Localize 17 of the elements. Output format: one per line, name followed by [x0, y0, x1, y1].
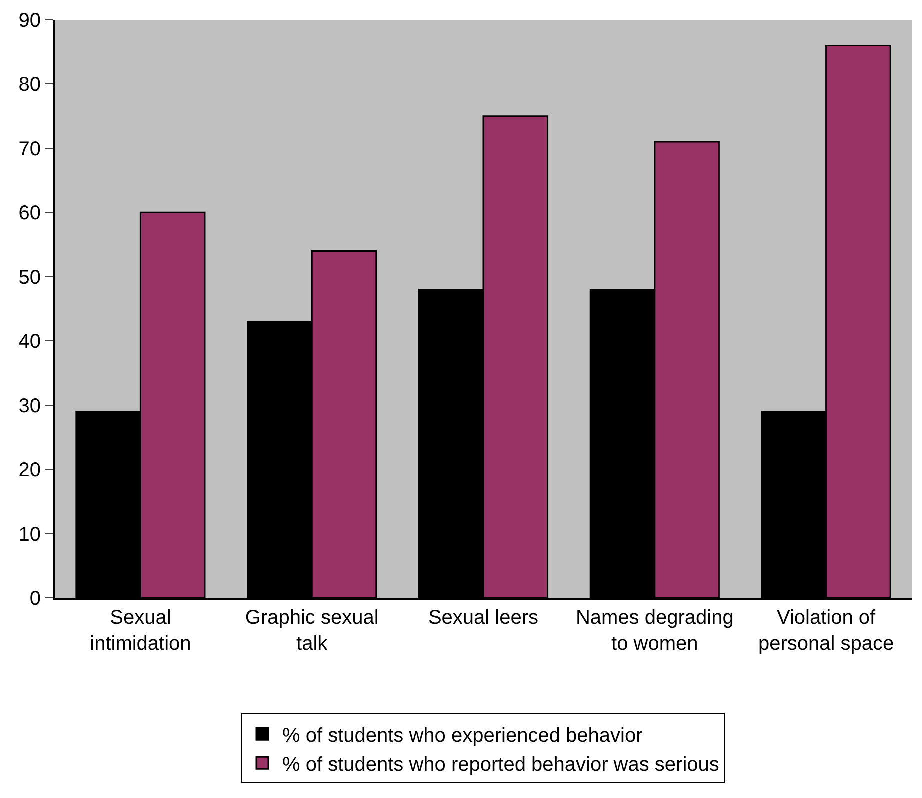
- y-tick-label: 80: [18, 74, 41, 96]
- x-tick-label: Sexual leers: [428, 607, 539, 629]
- y-tick-label: 90: [18, 10, 41, 32]
- x-tick-label: Names degrading to women: [576, 607, 734, 655]
- y-tick-label: 10: [18, 524, 41, 546]
- legend-label: % of students who experienced behavior: [282, 724, 644, 747]
- y-tick-label: 70: [18, 138, 41, 160]
- y-tick-label: 0: [30, 588, 41, 610]
- y-tick-label: 50: [18, 266, 41, 289]
- y-tick-label: 60: [18, 202, 41, 225]
- x-tick-label: Sexual intimidation: [90, 607, 192, 655]
- x-tick-label: Graphic sexual talk: [245, 607, 379, 655]
- x-tick-label: Violation of personal space: [758, 607, 894, 655]
- y-tick-label: 40: [18, 331, 41, 354]
- legend-label: % of students who reported behavior was serious: [282, 754, 720, 776]
- y-tick-label: 30: [18, 395, 41, 418]
- y-tick-label: 20: [18, 460, 41, 482]
